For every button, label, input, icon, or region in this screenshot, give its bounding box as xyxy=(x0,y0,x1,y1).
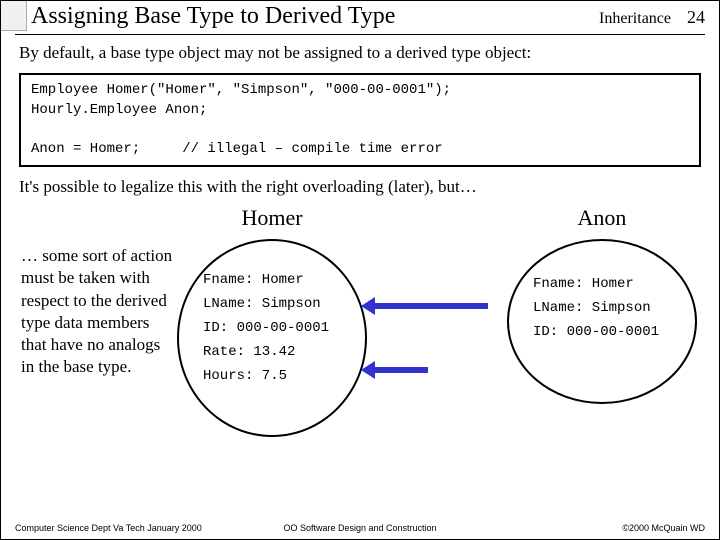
homer-rate: Rate: 13.42 xyxy=(189,341,355,365)
footer: Computer Science Dept Va Tech January 20… xyxy=(1,523,719,533)
code-line: Anon = Homer; // illegal – compile time … xyxy=(31,141,443,157)
arrow-column xyxy=(367,205,507,435)
divider xyxy=(15,34,705,35)
footer-right: ©2000 McQuain WD xyxy=(475,523,705,533)
code-box: Employee Homer("Homer", "Simpson", "000-… xyxy=(19,73,701,167)
anon-lname: LName: Simpson xyxy=(519,297,685,321)
footer-left: Computer Science Dept Va Tech January 20… xyxy=(15,523,245,533)
header: Assigning Base Type to Derived Type Inhe… xyxy=(1,1,719,32)
side-paragraph: … some sort of action must be taken with… xyxy=(19,205,177,378)
corner-tab xyxy=(1,1,27,31)
homer-fname: Fname: Homer xyxy=(189,269,355,293)
slide-topic: Inheritance xyxy=(599,10,671,28)
content: By default, a base type object may not b… xyxy=(1,43,719,437)
homer-column: Homer Fname: Homer LName: Simpson ID: 00… xyxy=(177,205,367,437)
footer-center: OO Software Design and Construction xyxy=(245,523,475,533)
anon-id: ID: 000-00-0001 xyxy=(519,321,685,345)
anon-title: Anon xyxy=(507,205,697,231)
homer-hours: Hours: 7.5 xyxy=(189,365,355,389)
homer-lname: LName: Simpson xyxy=(189,293,355,317)
anon-oval: Fname: Homer LName: Simpson ID: 000-00-0… xyxy=(507,239,697,404)
after-text: It's possible to legalize this with the … xyxy=(19,177,701,197)
homer-id: ID: 000-00-0001 xyxy=(189,317,355,341)
anon-fname: Fname: Homer xyxy=(519,273,685,297)
slide-page: 24 xyxy=(687,7,705,28)
homer-title: Homer xyxy=(177,205,367,231)
code-line: Hourly.Employee Anon; xyxy=(31,102,207,118)
anon-column: Anon Fname: Homer LName: Simpson ID: 000… xyxy=(507,205,697,404)
arrow-icon xyxy=(373,303,488,309)
slide-title: Assigning Base Type to Derived Type xyxy=(31,3,599,30)
arrow-icon xyxy=(373,367,428,373)
code-line: Employee Homer("Homer", "Simpson", "000-… xyxy=(31,82,451,98)
homer-oval: Fname: Homer LName: Simpson ID: 000-00-0… xyxy=(177,239,367,437)
diagram-row: … some sort of action must be taken with… xyxy=(19,205,701,437)
intro-text: By default, a base type object may not b… xyxy=(19,43,701,63)
